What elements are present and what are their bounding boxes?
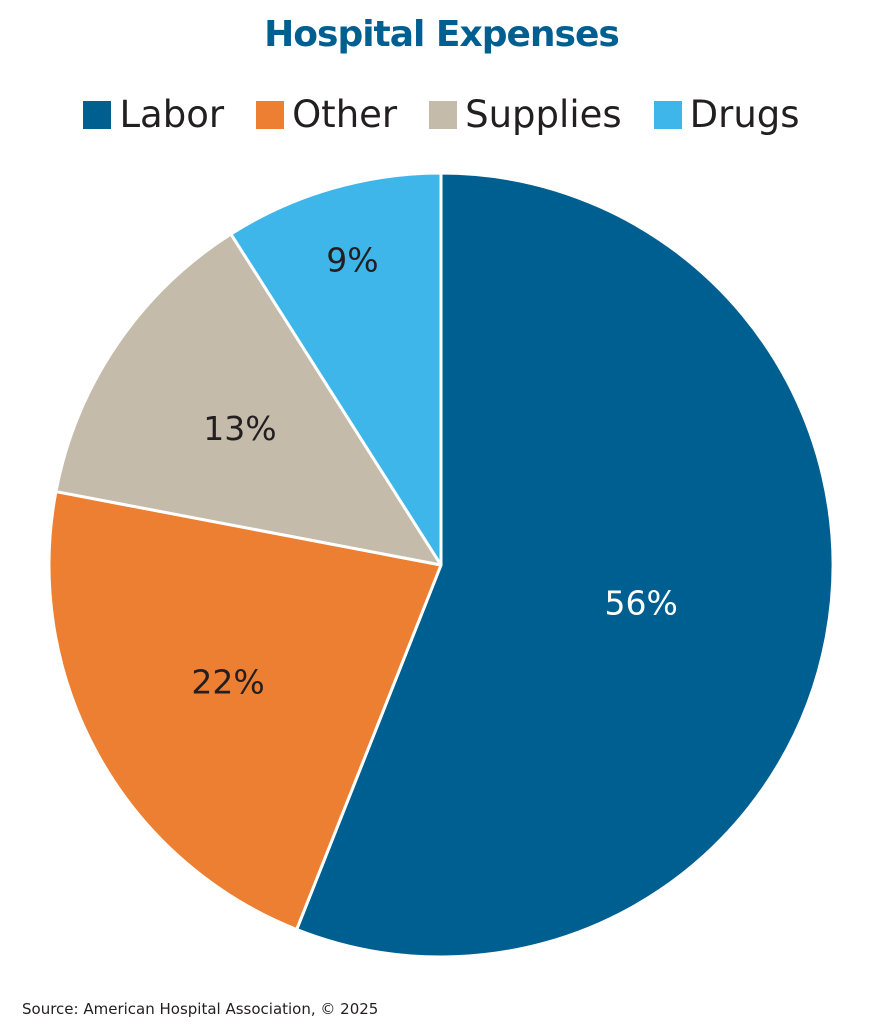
legend: Labor Other Supplies Drugs — [0, 96, 883, 133]
legend-item-supplies: Supplies — [429, 96, 622, 133]
data-label-labor: 56% — [605, 584, 678, 623]
data-label-drugs: 9% — [326, 241, 378, 280]
pie-slice-other — [47, 490, 443, 931]
pie-slice-supplies — [54, 232, 443, 567]
legend-label-drugs: Drugs — [689, 93, 800, 136]
legend-label-supplies: Supplies — [465, 93, 622, 136]
source-note: Source: American Hospital Association, ©… — [22, 1000, 379, 1018]
pie-slice-labor — [295, 171, 835, 959]
data-label-supplies: 13% — [203, 409, 276, 448]
pie-chart: 56% 22% 13% 9% — [47, 171, 835, 959]
legend-label-labor: Labor — [119, 93, 225, 136]
legend-swatch-supplies — [429, 100, 458, 129]
legend-swatch-drugs — [653, 100, 682, 129]
legend-label-other: Other — [292, 93, 398, 136]
legend-swatch-other — [256, 100, 285, 129]
legend-item-other: Other — [256, 96, 397, 133]
pie-slice-drugs — [229, 171, 443, 567]
legend-item-drugs: Drugs — [653, 93, 800, 136]
legend-item-labor: Labor — [83, 96, 224, 133]
legend-swatch-labor — [83, 100, 112, 129]
chart-title: Hospital Expenses — [264, 14, 620, 55]
data-label-other: 22% — [191, 663, 264, 702]
